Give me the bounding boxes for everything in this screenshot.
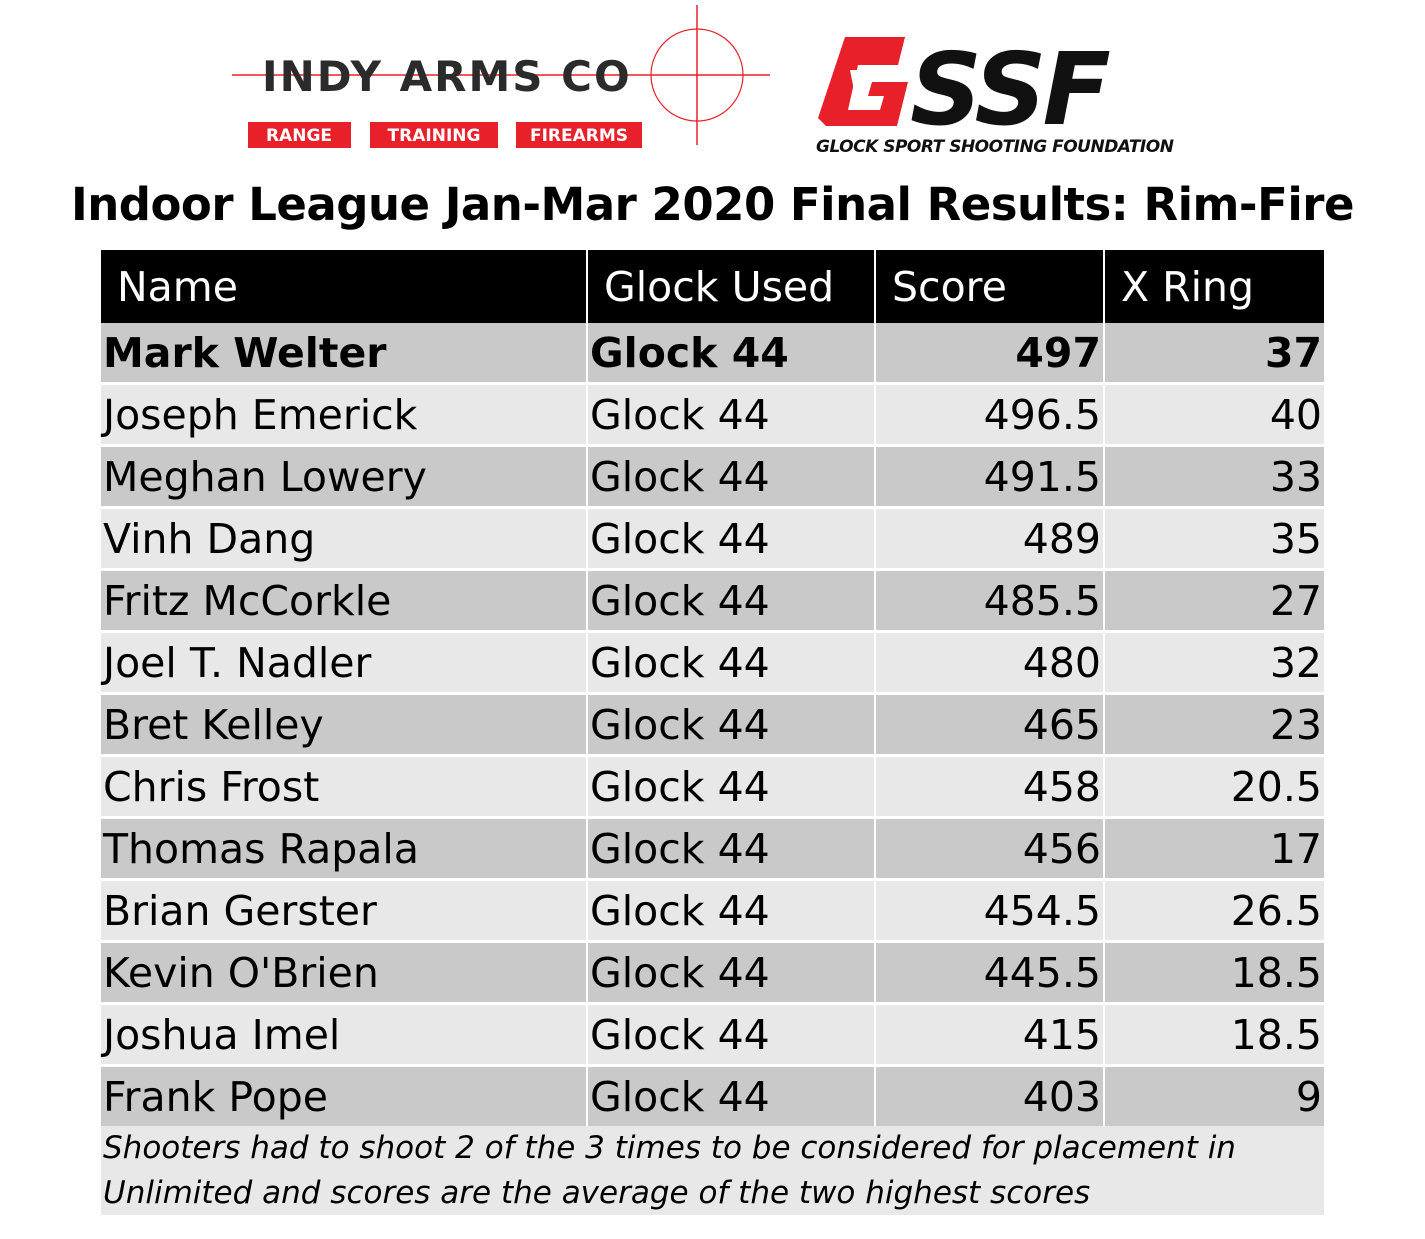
cell-x-ring: 32 <box>1104 631 1324 695</box>
header-row: Name Glock Used Score X Ring <box>101 250 1324 323</box>
table-row: Joel T. Nadler Glock 44 480 32 <box>101 631 1324 695</box>
cell-glock: Glock 44 <box>587 817 876 881</box>
cell-glock: Glock 44 <box>587 383 876 447</box>
table-row: Bret Kelley Glock 44 465 23 <box>101 693 1324 757</box>
table-row: Thomas Rapala Glock 44 456 17 <box>101 817 1324 881</box>
cell-score: 456 <box>875 817 1105 881</box>
svg-text:GLOCK SPORT SHOOTING FOUNDATIO: GLOCK SPORT SHOOTING FOUNDATION <box>816 137 1174 157</box>
table-row: Brian Gerster Glock 44 454.5 26.5 <box>101 879 1324 943</box>
cell-score: 415 <box>875 1003 1105 1067</box>
footnote-line: Unlimited and scores are the average of … <box>103 1175 1091 1211</box>
cell-score: 454.5 <box>875 879 1105 943</box>
header-score: Score <box>875 250 1105 323</box>
cell-x-ring: 40 <box>1104 383 1324 447</box>
svg-text:TRAINING: TRAINING <box>388 126 481 146</box>
table-row: Mark Welter Glock 44 497 37 <box>101 323 1324 385</box>
table-row: Fritz McCorkle Glock 44 485.5 27 <box>101 569 1324 633</box>
footnote-line: Shooters had to shoot 2 of the 3 times t… <box>103 1130 1236 1166</box>
logo-banner: INDY ARMS CO RANGE TRAINING FIREARMS SSF… <box>232 5 1174 157</box>
cell-glock: Glock 44 <box>587 323 876 385</box>
table-row: Joseph Emerick Glock 44 496.5 40 <box>101 383 1324 447</box>
cell-name: Joseph Emerick <box>101 383 588 447</box>
cell-x-ring: 17 <box>1104 817 1324 881</box>
cell-glock: Glock 44 <box>587 1065 876 1129</box>
cell-name: Bret Kelley <box>101 693 588 757</box>
svg-text:SSF: SSF <box>910 31 1109 148</box>
cell-score: 458 <box>875 755 1105 819</box>
cell-x-ring: 33 <box>1104 445 1324 509</box>
header-name: Name <box>101 250 588 323</box>
cell-name: Joshua Imel <box>101 1003 588 1067</box>
indy-arms-logo: INDY ARMS CO RANGE TRAINING FIREARMS <box>232 5 770 148</box>
table-row: Chris Frost Glock 44 458 20.5 <box>101 755 1324 819</box>
cell-score: 445.5 <box>875 941 1105 1005</box>
header-glock-used: Glock Used <box>587 250 876 323</box>
cell-score: 403 <box>875 1065 1105 1129</box>
cell-glock: Glock 44 <box>587 507 876 571</box>
table-row: Frank Pope Glock 44 403 9 <box>101 1065 1324 1129</box>
cell-glock: Glock 44 <box>587 569 876 633</box>
cell-score: 497 <box>875 323 1105 385</box>
cell-x-ring: 26.5 <box>1104 879 1324 943</box>
cell-x-ring: 23 <box>1104 693 1324 757</box>
cell-x-ring: 9 <box>1104 1065 1324 1129</box>
cell-name: Joel T. Nadler <box>101 631 588 695</box>
results-table: Name Glock Used Score X Ring Mark Welter… <box>101 250 1324 1129</box>
cell-glock: Glock 44 <box>587 1003 876 1067</box>
cell-x-ring: 27 <box>1104 569 1324 633</box>
cell-score: 489 <box>875 507 1105 571</box>
page-title: Indoor League Jan-Mar 2020 Final Results… <box>71 178 1354 231</box>
cell-name: Meghan Lowery <box>101 445 588 509</box>
cell-x-ring: 35 <box>1104 507 1324 571</box>
cell-score: 480 <box>875 631 1105 695</box>
table-row: Kevin O'Brien Glock 44 445.5 18.5 <box>101 941 1324 1005</box>
cell-glock: Glock 44 <box>587 693 876 757</box>
cell-score: 496.5 <box>875 383 1105 447</box>
table-row: Meghan Lowery Glock 44 491.5 33 <box>101 445 1324 509</box>
svg-text:RANGE: RANGE <box>266 126 332 146</box>
cell-name: Mark Welter <box>101 323 588 385</box>
cell-glock: Glock 44 <box>587 755 876 819</box>
svg-text:INDY ARMS CO: INDY ARMS CO <box>262 52 632 101</box>
header-x-ring: X Ring <box>1104 250 1324 323</box>
cell-score: 465 <box>875 693 1105 757</box>
cell-name: Vinh Dang <box>101 507 588 571</box>
table-row: Vinh Dang Glock 44 489 35 <box>101 507 1324 571</box>
svg-text:FIREARMS: FIREARMS <box>530 126 628 146</box>
cell-name: Kevin O'Brien <box>101 941 588 1005</box>
cell-x-ring: 18.5 <box>1104 941 1324 1005</box>
cell-glock: Glock 44 <box>587 941 876 1005</box>
footnote: Shooters had to shoot 2 of the 3 times t… <box>101 1126 1324 1215</box>
cell-name: Chris Frost <box>101 755 588 819</box>
cell-x-ring: 18.5 <box>1104 1003 1324 1067</box>
cell-name: Fritz McCorkle <box>101 569 588 633</box>
gssf-logo: SSF GLOCK SPORT SHOOTING FOUNDATION <box>816 31 1174 157</box>
cell-glock: Glock 44 <box>587 631 876 695</box>
cell-glock: Glock 44 <box>587 879 876 943</box>
cell-x-ring: 37 <box>1104 323 1324 385</box>
table-row: Joshua Imel Glock 44 415 18.5 <box>101 1003 1324 1067</box>
cell-name: Frank Pope <box>101 1065 588 1129</box>
cell-score: 485.5 <box>875 569 1105 633</box>
cell-name: Brian Gerster <box>101 879 588 943</box>
cell-x-ring: 20.5 <box>1104 755 1324 819</box>
cell-glock: Glock 44 <box>587 445 876 509</box>
cell-score: 491.5 <box>875 445 1105 509</box>
cell-name: Thomas Rapala <box>101 817 588 881</box>
